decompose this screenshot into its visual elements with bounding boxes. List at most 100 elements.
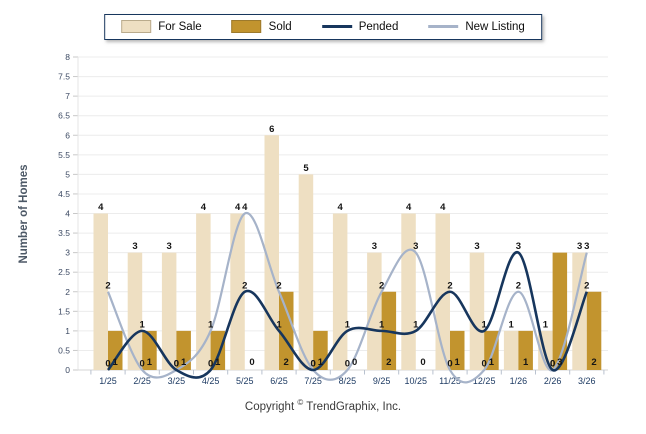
for-sale-value-label: 4 (98, 202, 104, 213)
for-sale-value-label: 3 (577, 241, 582, 252)
bar-sold (586, 291, 602, 370)
pended-value-label: 0 (311, 359, 316, 370)
pended-value-label: 3 (516, 241, 521, 252)
for-sale-value-label: 6 (269, 124, 274, 135)
pended-value-label: 2 (242, 280, 247, 291)
copyright-prefix: Copyright (244, 400, 295, 413)
new-listing-value-label: 0 (140, 359, 145, 370)
y-tick-label: 3 (65, 248, 70, 258)
for-sale-value-label: 3 (474, 241, 479, 252)
new-listing-value-label: 1 (208, 319, 214, 330)
x-tick-label: 3/26 (578, 376, 596, 386)
pended-value-label: 0 (550, 359, 555, 370)
pended-line (106, 251, 589, 379)
new-listing-line-swatch-icon (428, 25, 459, 28)
x-tick-label: 2/25 (133, 376, 151, 386)
sold-value-label: 0 (420, 357, 425, 368)
copyright-text: Copyright © TrendGraphix, Inc. (0, 398, 646, 413)
pended-value-label: 1 (482, 319, 488, 330)
bar-for-sale (503, 330, 519, 370)
bar-for-sale (161, 252, 177, 370)
new-listing-value-label: 0 (482, 359, 487, 370)
pended-value-label: 0 (105, 359, 110, 370)
x-tick-label: 11/25 (439, 376, 461, 386)
x-tick-label: 9/25 (373, 376, 391, 386)
sold-value-label: 1 (113, 357, 119, 368)
sold-value-label: 2 (386, 357, 391, 368)
new-listing-value-label: 0 (174, 359, 179, 370)
for-sale-value-label: 1 (543, 319, 549, 330)
pended-value-label: 2 (447, 280, 452, 291)
legend-item-new-listing: New Listing (428, 20, 525, 33)
for-sale-value-label: 4 (235, 202, 241, 213)
bar-for-sale (264, 135, 279, 370)
copyright-suffix: TrendGraphix, Inc. (306, 400, 402, 413)
bar-sold (484, 330, 499, 370)
new-listing-value-label: 3 (413, 241, 418, 252)
pended-value-label: 1 (276, 319, 282, 330)
x-tick-label: 2/26 (544, 376, 562, 386)
y-tick-label: 4 (65, 209, 70, 219)
x-tick-label: 1/25 (99, 376, 117, 386)
sold-value-label: 1 (215, 357, 221, 368)
for-sale-value-label: 4 (338, 202, 344, 213)
legend-label-sold: Sold (268, 20, 292, 33)
y-tick-label: 6.5 (58, 111, 70, 121)
pended-line-swatch-icon (321, 25, 352, 28)
bar-for-sale (93, 213, 108, 370)
bar-sold (176, 330, 191, 370)
sold-value-label: 1 (455, 357, 461, 368)
y-tick-label: 5 (65, 169, 70, 179)
sold-value-label: 1 (523, 357, 529, 368)
new-listing-value-label: 2 (276, 280, 281, 291)
bar-for-sale (332, 213, 348, 370)
pended-value-label: 1 (413, 319, 419, 330)
sold-value-label: 1 (318, 357, 324, 368)
bar-for-sale (196, 213, 211, 370)
new-listing-value-label: 2 (516, 280, 521, 291)
legend-label-pended: Pended (358, 20, 399, 33)
for-sale-value-label: 3 (372, 241, 377, 252)
y-tick-label: 0 (65, 365, 70, 375)
legend: For Sale Sold Pended New Listing (104, 14, 542, 40)
legend-label-new-listing: New Listing (465, 20, 525, 33)
copyright-symbol-icon: © (297, 398, 304, 407)
for-sale-value-label: 3 (132, 241, 137, 252)
bar-sold (450, 330, 465, 370)
sold-value-label: 2 (284, 357, 289, 368)
x-tick-label: 10/25 (405, 376, 428, 386)
y-tick-label: 4.5 (58, 189, 70, 199)
x-tick-label: 5/25 (236, 376, 254, 386)
sold-value-label: 1 (489, 357, 495, 368)
sold-value-label: 1 (147, 357, 153, 368)
for-sale-value-label: 4 (406, 202, 412, 213)
new-listing-value-label: 2 (379, 280, 384, 291)
legend-item-pended: Pended (321, 20, 399, 33)
bar-for-sale (298, 174, 314, 370)
sold-value-label: 0 (352, 357, 357, 368)
x-tick-label: 3/25 (168, 376, 186, 386)
bar-sold (210, 330, 226, 370)
x-tick-label: 7/25 (304, 376, 322, 386)
y-tick-label: 3.5 (58, 228, 70, 238)
y-axis-title: Number of Homes (18, 164, 30, 263)
new-listing-value-label: 3 (584, 241, 589, 252)
for-sale-value-label: 3 (167, 241, 172, 252)
for-sale-value-label: 4 (440, 202, 446, 213)
y-tick-label: 5.5 (58, 150, 70, 160)
y-tick-label: 6 (65, 130, 70, 140)
bar-for-sale (230, 213, 245, 370)
sold-value-label: 2 (591, 357, 596, 368)
x-tick-label: 4/25 (202, 376, 220, 386)
for-sale-value-label: 4 (201, 202, 207, 213)
for-sale-value-label: 5 (303, 163, 309, 174)
legend-label-for-sale: For Sale (158, 20, 202, 33)
new-listing-value-label: 4 (242, 202, 248, 213)
pended-value-label: 0 (208, 359, 213, 370)
x-tick-label: 8/25 (339, 376, 357, 386)
new-listing-line (106, 212, 588, 384)
x-tick-label: 1/26 (510, 376, 528, 386)
new-listing-value-label: 0 (550, 359, 555, 370)
pended-value-label: 2 (584, 280, 589, 291)
